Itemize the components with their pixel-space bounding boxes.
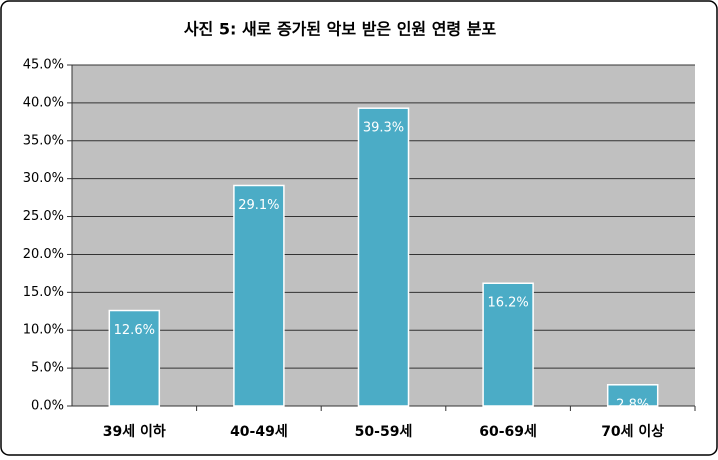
y-tick-label: 15.0% [23,285,64,300]
chart-title: 사진 5: 새로 증가된 악보 받은 인원 연령 분포 [184,20,497,39]
y-tick-label: 10.0% [23,323,64,338]
value-label: 39.3% [363,121,404,136]
x-tick-label: 50-59세 [355,424,413,440]
bar [482,282,534,407]
y-tick-label: 30.0% [23,171,64,186]
value-label: 16.2% [487,296,528,311]
x-tick-label: 60-69세 [479,424,537,440]
y-tick-label: 35.0% [23,133,64,148]
y-tick-label: 5.0% [31,361,64,376]
bar [357,107,410,407]
x-tick-label: 39세 이하 [103,423,166,440]
value-label: 2.8% [616,397,649,412]
value-label: 29.1% [238,198,279,213]
y-tick-label: 45.0% [23,58,64,73]
x-tick-label: 40-49세 [230,424,288,440]
x-tick-label: 70세 이상 [601,423,664,440]
y-tick-label: 40.0% [23,95,64,110]
y-tick-label: 25.0% [23,209,64,224]
y-tick-label: 0.0% [31,399,64,414]
bar [233,184,285,407]
bar [606,384,659,407]
value-label: 12.6% [114,323,155,338]
bar [108,309,161,407]
y-tick-label: 20.0% [23,247,64,262]
